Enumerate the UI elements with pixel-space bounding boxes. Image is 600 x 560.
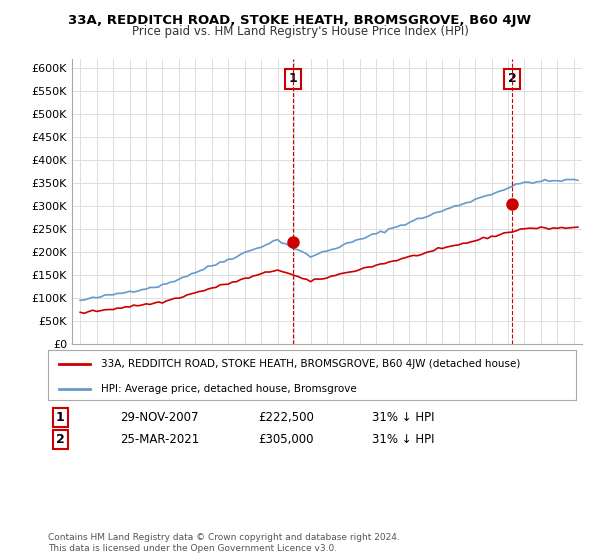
Text: 33A, REDDITCH ROAD, STOKE HEATH, BROMSGROVE, B60 4JW (detached house): 33A, REDDITCH ROAD, STOKE HEATH, BROMSGR… xyxy=(101,359,520,369)
Text: HPI: Average price, detached house, Bromsgrove: HPI: Average price, detached house, Brom… xyxy=(101,384,356,394)
Text: 31% ↓ HPI: 31% ↓ HPI xyxy=(372,410,434,424)
Text: 25-MAR-2021: 25-MAR-2021 xyxy=(120,433,199,446)
Text: £222,500: £222,500 xyxy=(258,410,314,424)
Text: £305,000: £305,000 xyxy=(258,433,314,446)
Text: 1: 1 xyxy=(56,410,64,424)
Text: 1: 1 xyxy=(289,72,297,85)
Text: Price paid vs. HM Land Registry's House Price Index (HPI): Price paid vs. HM Land Registry's House … xyxy=(131,25,469,38)
Text: 2: 2 xyxy=(508,72,516,85)
Text: 29-NOV-2007: 29-NOV-2007 xyxy=(120,410,199,424)
Text: 2: 2 xyxy=(56,433,64,446)
Text: 31% ↓ HPI: 31% ↓ HPI xyxy=(372,433,434,446)
Text: Contains HM Land Registry data © Crown copyright and database right 2024.
This d: Contains HM Land Registry data © Crown c… xyxy=(48,533,400,553)
Text: 33A, REDDITCH ROAD, STOKE HEATH, BROMSGROVE, B60 4JW: 33A, REDDITCH ROAD, STOKE HEATH, BROMSGR… xyxy=(68,14,532,27)
